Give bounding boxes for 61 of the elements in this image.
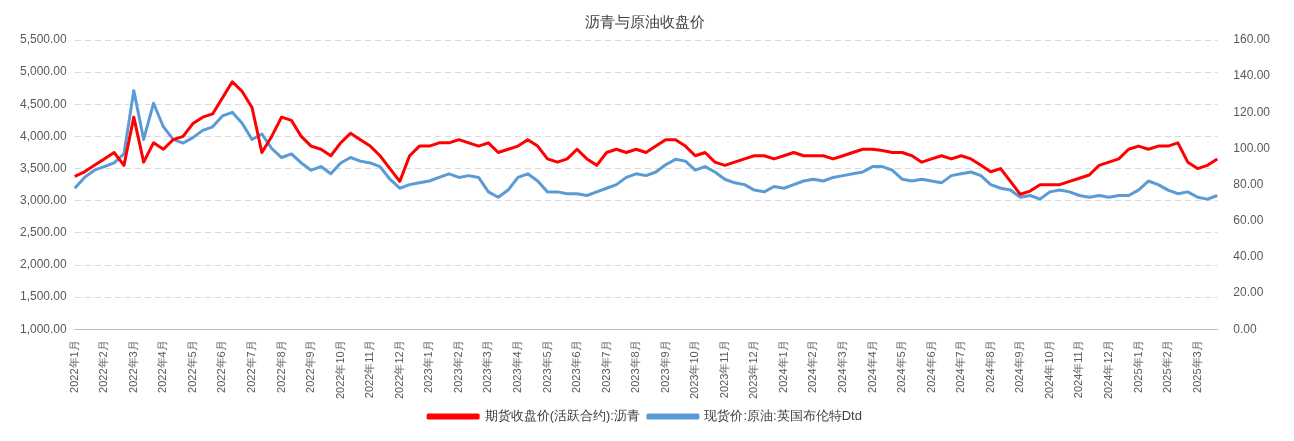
y2-tick-label: 60.00 [1233,213,1264,228]
x-tick-label: 2022年1月 [67,340,80,393]
y2-tick-label: 140.00 [1233,68,1271,83]
x-tick-label: 2023年3月 [481,340,494,393]
x-tick-label: 2024年7月 [954,340,967,393]
x-tick-label: 2022年10月 [333,340,346,400]
x-tick-label: 2022年7月 [245,340,258,393]
x-tick-label: 2024年3月 [836,340,849,393]
x-tick-label: 2022年8月 [274,340,287,393]
y2-tick-label: 160.00 [1233,32,1271,47]
y2-tick-label: 120.00 [1233,104,1271,119]
legend-label: 期货收盘价(活跃合约):沥青 [484,408,640,424]
x-tick-label: 2025年3月 [1190,340,1203,393]
x-tick-label: 2023年6月 [570,340,583,393]
x-tick-label: 2023年9月 [658,340,671,393]
x-tick-label: 2024年1月 [776,340,789,393]
x-tick-label: 2023年4月 [510,340,523,393]
x-tick-label: 2023年12月 [747,340,760,400]
x-tick-label: 2023年1月 [422,340,435,393]
x-tick-label: 2022年12月 [392,340,405,400]
x-tick-label: 2023年7月 [599,340,612,393]
y-tick-label: 1,000.00 [19,321,68,336]
y2-tick-label: 0.00 [1233,321,1257,336]
x-tick-label: 2023年10月 [688,340,701,400]
y-tick-label: 3,500.00 [19,160,68,175]
x-tick-label: 2024年9月 [1013,340,1026,393]
x-tick-label: 2024年4月 [865,340,878,393]
x-tick-label: 2025年1月 [1131,340,1144,393]
x-tick-label: 2024年10月 [1042,340,1055,400]
x-tick-label: 2022年4月 [156,340,169,393]
y-tick-label: 4,500.00 [19,96,68,111]
x-tick-label: 2023年5月 [540,340,553,393]
x-tick-label: 2024年12月 [1101,340,1114,400]
x-tick-label: 2025年2月 [1161,340,1174,393]
y-tick-label: 3,000.00 [19,193,68,208]
y-tick-label: 2,500.00 [19,225,68,240]
y-tick-label: 5,000.00 [19,64,68,79]
x-tick-label: 2024年11月 [1072,340,1085,399]
y2-tick-label: 20.00 [1233,285,1264,300]
x-tick-label: 2024年6月 [924,340,937,393]
x-tick-label: 2024年8月 [983,340,996,393]
y-tick-label: 1,500.00 [19,289,68,304]
x-tick-label: 2022年9月 [304,340,317,393]
y-tick-label: 4,000.00 [19,128,68,143]
x-tick-label: 2022年3月 [126,340,139,393]
x-tick-label: 2022年11月 [363,340,376,399]
y-tick-label: 2,000.00 [19,257,68,272]
y2-tick-label: 100.00 [1233,140,1271,155]
chart-title: 沥青与原油收盘价 [585,13,705,31]
x-tick-label: 2022年2月 [97,340,110,393]
x-tick-label: 2023年2月 [451,340,464,393]
y2-tick-label: 40.00 [1233,249,1264,264]
x-tick-label: 2024年5月 [895,340,908,393]
x-tick-label: 2023年11月 [717,340,730,399]
legend-label: 现货价:原油:英国布伦特Dtd [704,408,862,424]
y-tick-label: 5,500.00 [19,32,68,47]
x-tick-label: 2022年6月 [215,340,228,393]
y2-tick-label: 80.00 [1233,176,1264,191]
x-tick-label: 2024年2月 [806,340,819,393]
x-tick-label: 2022年5月 [185,340,198,393]
x-tick-label: 2023年8月 [629,340,642,393]
